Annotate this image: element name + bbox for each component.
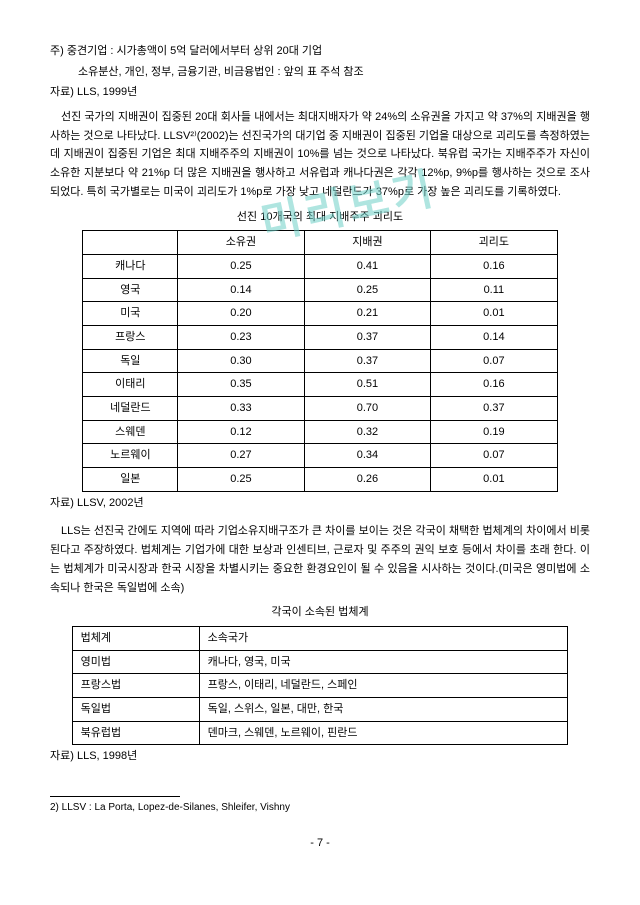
table1-cell: 0.25: [178, 254, 304, 278]
page-number: - 7 -: [50, 834, 590, 853]
table1-cell: 0.27: [178, 444, 304, 468]
table1-cell: 0.30: [178, 349, 304, 373]
table2-cell: 법체계: [72, 626, 199, 650]
paragraph-1: 선진 국가의 지배권이 집중된 20대 회사들 내에서는 최대지배자가 약 24…: [50, 108, 590, 201]
table1-cell: 0.37: [304, 325, 430, 349]
table1-cell: 0.32: [304, 420, 430, 444]
table2-caption: 각국이 소속된 법체계: [50, 603, 590, 622]
table2-cell: 프랑스법: [72, 674, 199, 698]
table1-country: 스웨덴: [83, 420, 178, 444]
table1-cell: 0.19: [431, 420, 557, 444]
table2-cell: 덴마크, 스웨덴, 노르웨이, 핀란드: [199, 721, 568, 745]
table1-country: 캐나다: [83, 254, 178, 278]
table1-country: 네덜란드: [83, 397, 178, 421]
table1-caption: 선진 10개국의 최대 지배주주 괴리도: [50, 208, 590, 227]
table1-cell: 0.12: [178, 420, 304, 444]
table2-cell: 캐나다, 영국, 미국: [199, 650, 568, 674]
table1-country: 미국: [83, 302, 178, 326]
note-line-2: 소유분산, 개인, 정부, 금융기관, 비금융법인 : 앞의 표 주석 참조: [50, 63, 590, 82]
table1-cell: 0.41: [304, 254, 430, 278]
table-legal: 법체계소속국가영미법캐나다, 영국, 미국프랑스법프랑스, 이태리, 네덜란드,…: [72, 626, 569, 745]
table1-header: 지배권: [304, 231, 430, 255]
table1-cell: 0.07: [431, 349, 557, 373]
table2-source: 자료) LLS, 1998년: [50, 747, 590, 766]
note-source-1: 자료) LLS, 1999년: [50, 83, 590, 102]
table1-country: 독일: [83, 349, 178, 373]
table1-cell: 0.11: [431, 278, 557, 302]
table1-cell: 0.07: [431, 444, 557, 468]
table-wedge: 소유권지배권괴리도캐나다0.250.410.16영국0.140.250.11미국…: [82, 230, 557, 492]
table1-cell: 0.35: [178, 373, 304, 397]
table1-cell: 0.25: [178, 468, 304, 492]
table1-cell: 0.51: [304, 373, 430, 397]
table2-cell: 영미법: [72, 650, 199, 674]
table1-cell: 0.16: [431, 254, 557, 278]
table1-cell: 0.37: [431, 397, 557, 421]
table1-header: [83, 231, 178, 255]
table2-cell: 독일, 스위스, 일본, 대만, 한국: [199, 697, 568, 721]
table1-source: 자료) LLSV, 2002년: [50, 494, 590, 513]
footnote: 2) LLSV : La Porta, Lopez-de-Silanes, Sh…: [50, 799, 590, 816]
table1-country: 노르웨이: [83, 444, 178, 468]
table1-cell: 0.33: [178, 397, 304, 421]
table1-country: 일본: [83, 468, 178, 492]
table2-cell: 프랑스, 이태리, 네덜란드, 스페인: [199, 674, 568, 698]
table1-country: 프랑스: [83, 325, 178, 349]
table1-country: 이태리: [83, 373, 178, 397]
table1-cell: 0.01: [431, 302, 557, 326]
table1-cell: 0.37: [304, 349, 430, 373]
table1-cell: 0.34: [304, 444, 430, 468]
table1-cell: 0.70: [304, 397, 430, 421]
table2-cell: 독일법: [72, 697, 199, 721]
table1-header: 괴리도: [431, 231, 557, 255]
table1-country: 영국: [83, 278, 178, 302]
table2-cell: 소속국가: [199, 626, 568, 650]
table1-cell: 0.20: [178, 302, 304, 326]
table1-cell: 0.01: [431, 468, 557, 492]
table1-cell: 0.14: [178, 278, 304, 302]
paragraph-2: LLS는 선진국 간에도 지역에 따라 기업소유지배구조가 큰 차이를 보이는 …: [50, 522, 590, 597]
note-line-1: 주) 중견기업 : 시가총액이 5억 달러에서부터 상위 20대 기업: [50, 42, 590, 61]
table1-cell: 0.26: [304, 468, 430, 492]
table1-cell: 0.14: [431, 325, 557, 349]
table1-cell: 0.21: [304, 302, 430, 326]
table1-cell: 0.23: [178, 325, 304, 349]
table2-cell: 북유럽법: [72, 721, 199, 745]
table1-cell: 0.16: [431, 373, 557, 397]
table1-cell: 0.25: [304, 278, 430, 302]
footnote-rule: [50, 796, 180, 797]
table1-header: 소유권: [178, 231, 304, 255]
